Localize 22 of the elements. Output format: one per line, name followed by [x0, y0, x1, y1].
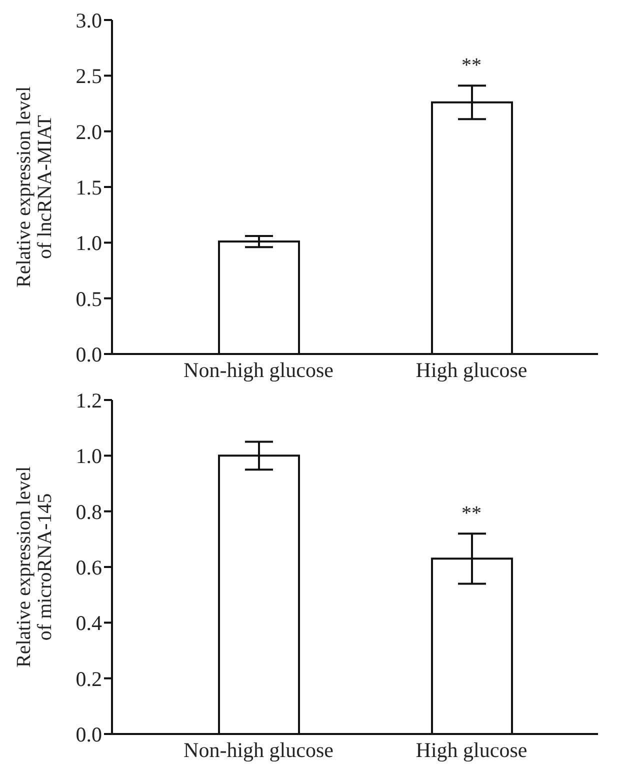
y-tick-label: 0.4 [76, 611, 102, 636]
y-tick-label: 0.2 [76, 666, 102, 691]
y-tick-label: 1.0 [76, 231, 102, 256]
y-tick-label: 0.8 [76, 500, 102, 524]
x-tick-label: Non-high glucose [184, 358, 334, 382]
y-tick-label: 1.2 [76, 388, 102, 412]
y-tick-label: 2.0 [76, 120, 102, 144]
y-tick-label: 0.6 [76, 555, 102, 580]
y-tick-label: 1.5 [76, 175, 102, 200]
y-tick-label: 1.0 [76, 444, 102, 468]
y-tick-label: 0.5 [76, 286, 102, 311]
y-tick-label: 0.0 [76, 722, 102, 746]
y-tick-label: 2.5 [76, 64, 102, 88]
x-tick-label: High glucose [416, 738, 528, 762]
y-axis-title: Relative expression level of lncRNA-MIAT [13, 86, 56, 288]
y-tick-label: 3.0 [76, 8, 102, 32]
y-axis-title: Relative expression level of microRNA-145 [13, 466, 56, 668]
x-tick-label: Non-high glucose [184, 738, 334, 762]
annotation: ** [462, 502, 482, 525]
x-tick-label: High glucose [416, 358, 528, 382]
annotation: ** [462, 54, 482, 77]
y-tick-label: 0.0 [76, 342, 102, 366]
